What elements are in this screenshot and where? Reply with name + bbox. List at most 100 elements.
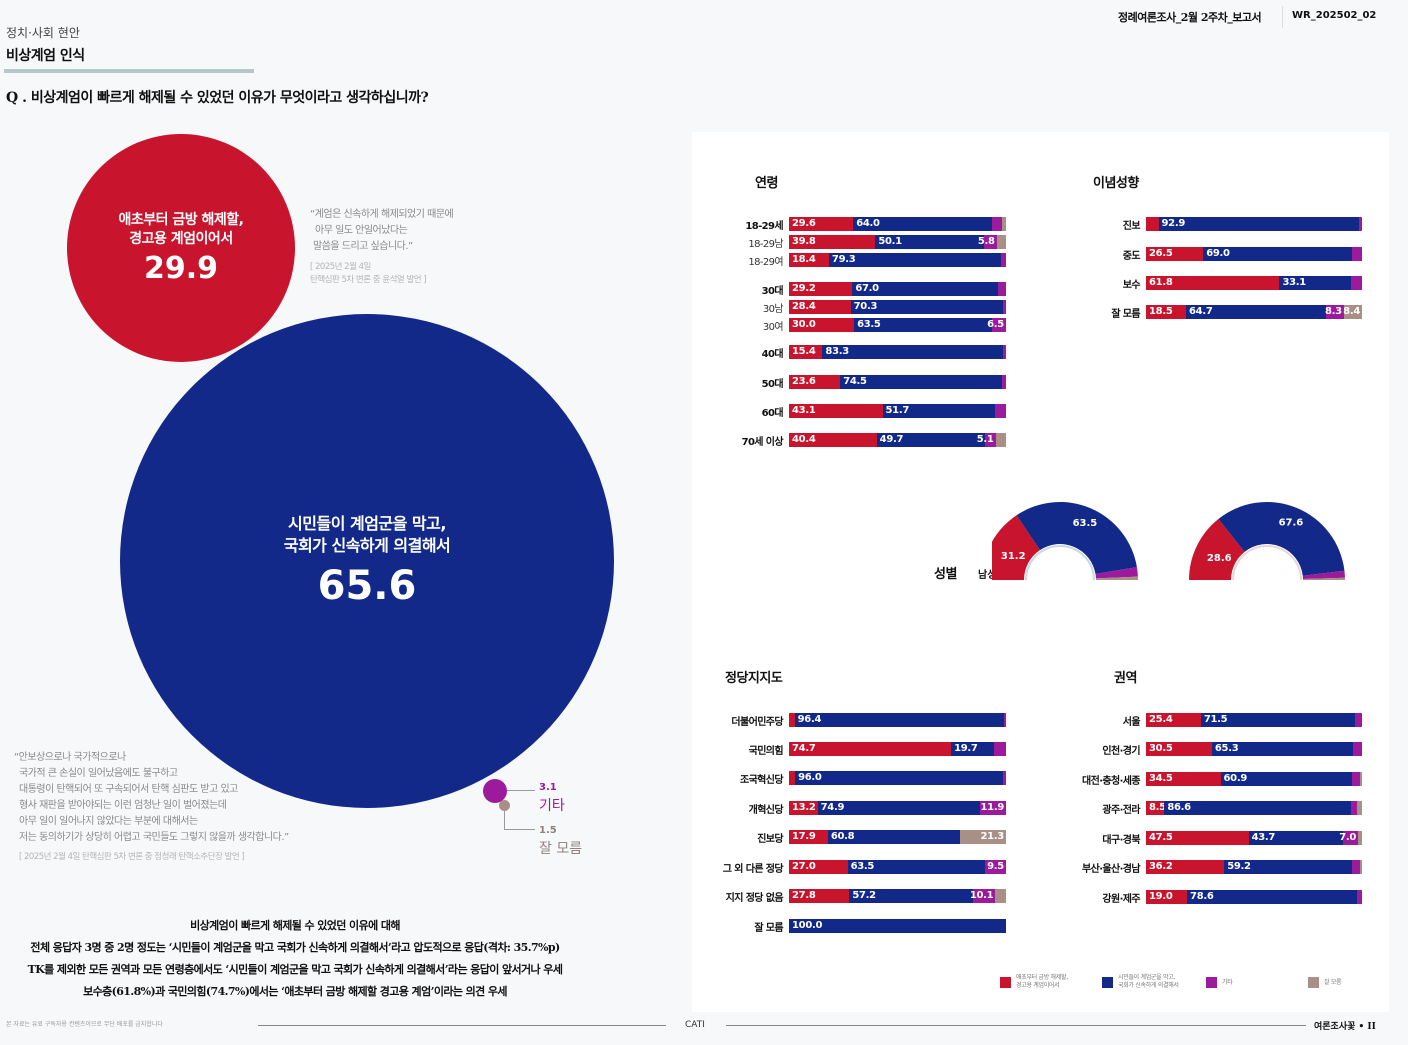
row-label: 잘 모름 [754, 923, 783, 934]
stacked-bar: 26.5 69.0 [1146, 247, 1362, 261]
bar-segment: 74.9 [817, 801, 981, 815]
bar-value-label: 63.5 [850, 861, 875, 872]
bar-value-label: 50.1 [878, 236, 902, 247]
bar-value-label: 8.3 [1325, 306, 1342, 317]
bar-segment: 47.5 [1146, 831, 1249, 845]
other-label: 기타 [539, 798, 565, 814]
bar-value-label: 34.5 [1149, 773, 1173, 784]
bar-segment [789, 771, 796, 785]
bar-value-label: 65.3 [1214, 743, 1239, 754]
quote-source-line: [ 2025년 2월 4일 [310, 262, 371, 272]
stacked-bar: 18.5 64.7 8.3 8.4 [1146, 305, 1362, 319]
bar-segment: 7.0 [1339, 831, 1359, 845]
donut-value-label: 63.5 [1073, 518, 1098, 529]
stacked-bar: 61.8 33.1 [1146, 276, 1362, 290]
bar-value-label: 60.9 [1223, 773, 1248, 784]
page-title: 비상계엄 인식 [6, 48, 85, 64]
legend-label: 기타 [1222, 978, 1233, 986]
stacked-bar: 34.5 60.9 [1146, 772, 1362, 786]
row-label: 개혁신당 [748, 805, 784, 816]
bar-value-label: 29.6 [792, 218, 816, 229]
bar-segment: 36.2 [1146, 860, 1225, 874]
row-label: 서울 [1122, 717, 1141, 728]
bar-segment [1001, 375, 1006, 389]
bar-segment: 29.2 [789, 282, 853, 296]
bar-segment [1358, 831, 1362, 845]
leader-line-other [507, 790, 535, 791]
bar-segment [1146, 217, 1159, 231]
bubble-label-line: 애초부터 금방 해제할, [118, 211, 245, 228]
bar-value-label: 27.0 [792, 861, 816, 872]
bar-value-label: 74.7 [792, 743, 816, 754]
bar-segment [1352, 247, 1362, 261]
donut-value-label: 31.2 [1001, 551, 1026, 562]
summary-line: TK를 제외한 모든 권역과 모든 연령층에서도 ‘시민들이 계엄군을 막고 국… [27, 963, 563, 976]
bar-value-label: 8.4 [1343, 306, 1360, 317]
bar-value-label: 83.3 [825, 346, 849, 357]
bar-segment [1001, 217, 1006, 231]
donut-segment [1302, 570, 1345, 579]
survey-question: Q . 비상계엄이 빠르게 해제될 수 있었던 이유가 무엇이라고 생각하십니까… [6, 90, 429, 106]
donut-segment [992, 515, 1040, 580]
legend-swatch [1206, 977, 1217, 988]
row-label: 60대 [761, 408, 784, 419]
bar-value-label: 30.0 [792, 319, 816, 330]
bar-segment: 8.3 [1325, 305, 1344, 319]
legend-item-dontknow: 잘 모름 [1308, 977, 1342, 988]
bar-value-label: 69.0 [1206, 248, 1230, 259]
bar-value-label: 18.5 [1149, 306, 1173, 317]
bar-value-label: 39.8 [792, 236, 816, 247]
bar-segment: 5.8 [978, 235, 997, 249]
other-value: 3.1 [539, 782, 557, 793]
bar-value-label: 63.5 [857, 319, 881, 330]
bar-value-label: 86.6 [1167, 802, 1191, 813]
footer-method: CATI [685, 1020, 705, 1030]
quote-yoon: “계엄은 신속하게 해제되었기 때문에 아무 일도 안일어났다는 말씀을 드리고… [310, 207, 454, 287]
bar-segment: 63.5 [854, 318, 992, 332]
bar-segment: 21.3 [959, 830, 1006, 844]
bar-segment: 78.6 [1187, 890, 1357, 904]
row-label: 70세 이상 [741, 437, 784, 448]
footer-rule [258, 1025, 666, 1026]
bubble-citizens-assembly: 시민들이 계엄군을 막고, 국회가 신속하게 의결해서 65.6 [120, 314, 614, 808]
dontknow-value: 1.5 [539, 825, 557, 836]
summary-line: 전체 응답자 3명 중 2명 정도는 ‘시민들이 계엄군을 막고 국회가 신속하… [30, 941, 560, 954]
bar-value-label: 59.2 [1227, 861, 1251, 872]
bar-value-label: 36.2 [1149, 861, 1173, 872]
bar-segment: 74.7 [789, 742, 952, 756]
bar-segment: 8.5 [1146, 801, 1166, 815]
bar-value-label: 92.9 [1161, 218, 1186, 229]
report-name: 정례여론조사_2월 2주차_보고서 [1118, 11, 1262, 24]
stacked-bar: 47.5 43.7 7.0 [1146, 831, 1362, 845]
bar-value-label: 30.5 [1149, 743, 1173, 754]
legend-label: 잘 모름 [1324, 978, 1342, 986]
header-divider [1282, 6, 1283, 28]
legend-item-citizens: 시민들이 계엄군을 막고, 국회가 신속하게 의결해서 [1102, 974, 1179, 990]
row-label: 18-29여 [748, 257, 783, 268]
row-label: 30여 [762, 322, 784, 333]
bar-segment [1001, 253, 1006, 267]
bar-value-label: 17.9 [792, 831, 816, 842]
section-label: 정치·사회 현안 [6, 26, 80, 40]
summary-line: 비상계엄이 빠르게 해제될 수 있었던 이유에 대해 [190, 919, 400, 932]
stacked-bar: 96.0 [789, 771, 1006, 785]
footer-brand: 여론조사꽃 • II [1314, 1022, 1376, 1032]
leader-line-dontknow-h [504, 829, 535, 830]
quote-source: [ 2025년 2월 4일 탄핵심판 5차 변론 중 정청래 탄핵소추단장 발언… [19, 852, 245, 862]
quote-text: “계엄은 신속하게 해제되었기 때문에 아무 일도 안일어났다는 말씀을 드리고… [310, 207, 454, 255]
bar-segment: 100.0 [789, 919, 1006, 933]
group-title: 권역 [1114, 671, 1137, 686]
bar-segment: 70.3 [850, 300, 1004, 314]
stacked-bar: 29.6 64.0 [789, 217, 1006, 231]
stacked-bar: 40.4 49.7 5.1 [789, 433, 1006, 447]
quote-line: 형사 재판을 받아야되는 이런 엄청난 일이 벌어졌는데 [19, 800, 227, 811]
bar-segment [1352, 860, 1360, 874]
dontknow-label: 잘 모름 [539, 841, 583, 857]
bar-value-label: 49.7 [879, 434, 904, 445]
bar-value-label: 71.5 [1203, 714, 1228, 725]
donut-value-label: 67.6 [1279, 518, 1304, 529]
bar-value-label: 64.7 [1189, 306, 1213, 317]
quote-source: [ 2025년 2월 4일 탄핵심판 5차 변론 중 윤석열 발언 ] [310, 261, 453, 287]
bar-segment: 33.1 [1279, 276, 1351, 290]
bar-value-label: 23.6 [792, 376, 816, 387]
